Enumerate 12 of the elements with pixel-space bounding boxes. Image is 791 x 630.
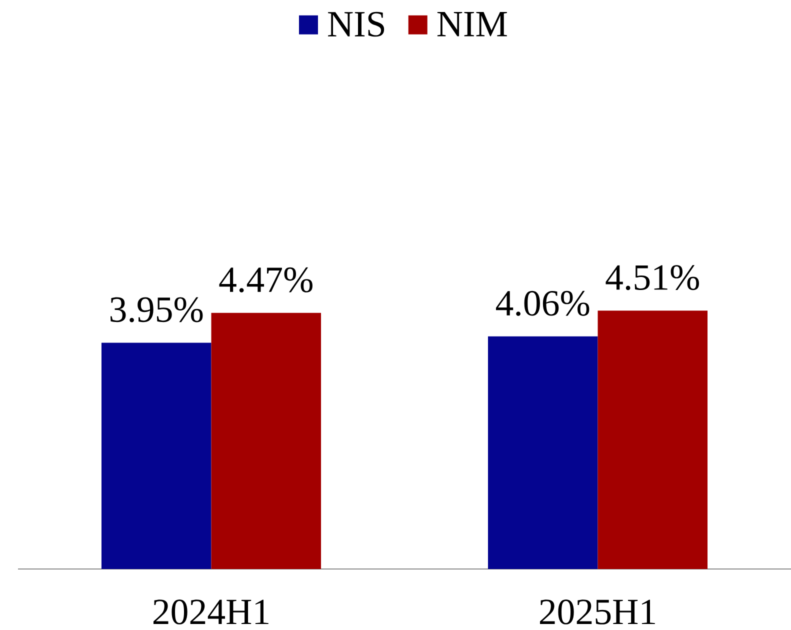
legend-label: NIS (328, 12, 384, 37)
legend-label: NIM (437, 12, 507, 36)
x-tick-label: 2025H1 (540, 600, 655, 624)
data-label: 4.47% (219, 267, 312, 292)
bar (101, 342, 212, 569)
data-label: 3.95% (110, 297, 203, 322)
x-tick-label: 2024H1 (153, 600, 268, 624)
bar (598, 310, 708, 569)
bar (211, 312, 322, 569)
data-label: 4.06% (496, 290, 590, 316)
data-label: 4.51% (606, 265, 699, 290)
bar (488, 336, 598, 569)
